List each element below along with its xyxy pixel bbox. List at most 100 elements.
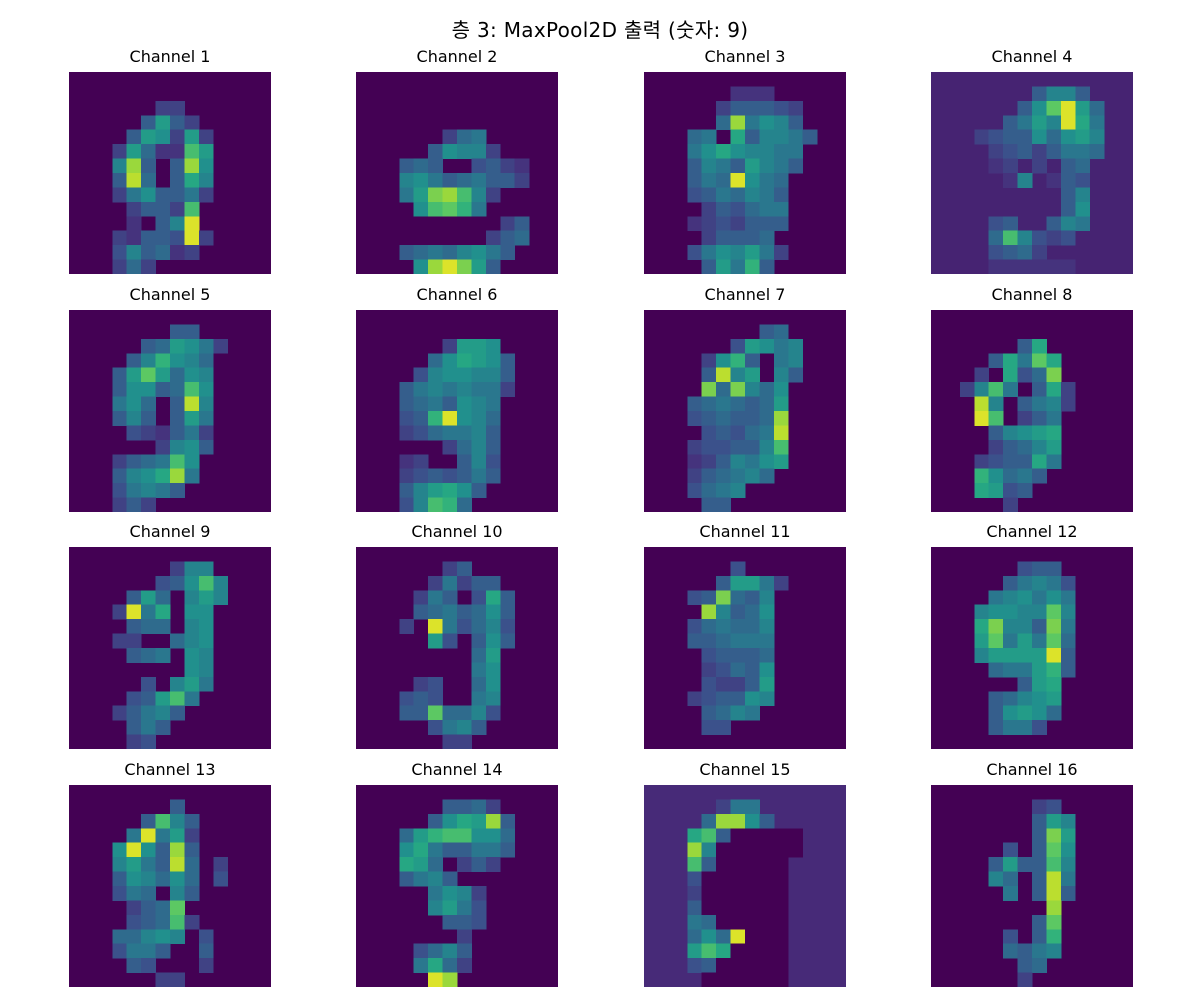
heatmap-cell — [170, 324, 185, 340]
heatmap-cell — [485, 828, 501, 844]
heatmap-cell — [716, 245, 731, 260]
heatmap-cell — [184, 813, 200, 829]
heatmap-cell — [413, 871, 429, 887]
heatmap-cell — [716, 115, 731, 131]
heatmap-cell — [716, 173, 731, 188]
heatmap-cell — [773, 454, 789, 470]
heatmap-cell — [701, 972, 717, 987]
channel-heatmap — [69, 547, 271, 749]
heatmap-cell — [126, 187, 142, 203]
heatmap-cell — [170, 799, 185, 815]
heatmap-cell — [730, 648, 746, 663]
heatmap-cell — [701, 886, 717, 901]
heatmap-cell — [170, 129, 185, 145]
heatmap-cell — [126, 691, 142, 707]
heatmap-cell — [155, 144, 171, 159]
heatmap-cell — [141, 187, 156, 203]
heatmap-cell — [730, 353, 746, 369]
heatmap-cell — [112, 144, 128, 159]
heatmap-cell — [788, 338, 804, 354]
heatmap-cell — [759, 871, 775, 887]
heatmap-cell — [500, 590, 516, 606]
heatmap-cell — [701, 813, 717, 829]
heatmap-cell — [730, 633, 746, 649]
heatmap-cell — [198, 604, 214, 620]
heatmap-cell — [730, 958, 746, 973]
heatmap-cell — [802, 129, 818, 145]
heatmap-cell — [759, 972, 775, 987]
heatmap-cell — [184, 129, 200, 145]
heatmap-cell — [170, 396, 185, 412]
heatmap-cell — [988, 483, 1004, 498]
heatmap-cell — [428, 144, 443, 159]
heatmap-cell — [442, 396, 458, 412]
heatmap-cell — [428, 813, 443, 829]
heatmap-cell — [701, 604, 717, 620]
heatmap-cell — [1003, 943, 1018, 959]
heatmap-cell — [716, 799, 731, 815]
heatmap-cell — [1032, 115, 1047, 131]
heatmap-cell — [428, 396, 443, 412]
heatmap-cell — [1060, 201, 1076, 217]
heatmap-cell — [773, 367, 789, 383]
heatmap-cell — [701, 842, 717, 858]
heatmap-cell — [485, 411, 501, 426]
heatmap-cell — [184, 382, 200, 397]
heatmap-cell — [141, 943, 156, 959]
heatmap-cell — [716, 972, 731, 987]
heatmap-cell — [457, 561, 472, 577]
heatmap-cell — [198, 662, 214, 678]
heatmap-cell — [745, 886, 760, 901]
heatmap-cell — [485, 662, 501, 678]
heatmap-cell — [213, 857, 229, 872]
heatmap-cell — [687, 943, 703, 959]
heatmap-cell — [1060, 187, 1076, 203]
heatmap-cell — [442, 619, 458, 634]
heatmap-cell — [471, 857, 487, 872]
heatmap-cell — [457, 857, 472, 872]
heatmap-cell — [745, 158, 760, 174]
heatmap-cell — [198, 129, 214, 145]
heatmap-cell — [1032, 828, 1047, 844]
heatmap-cell — [126, 411, 142, 426]
heatmap-cell — [759, 158, 775, 174]
heatmap-cell — [730, 100, 746, 116]
heatmap-cell — [184, 619, 200, 634]
heatmap-cell — [974, 468, 990, 484]
heatmap-cell — [759, 324, 775, 340]
heatmap-cell — [471, 411, 487, 426]
heatmap-cell — [773, 914, 789, 930]
heatmap-cell — [155, 468, 171, 484]
heatmap-cell — [170, 633, 185, 649]
heatmap-cell — [155, 972, 171, 987]
heatmap-cell — [745, 662, 760, 678]
heatmap-cell — [1032, 633, 1047, 649]
heatmap-cell — [112, 187, 128, 203]
heatmap-cell — [974, 396, 990, 412]
heatmap-cell — [759, 958, 775, 973]
heatmap-cell — [471, 590, 487, 606]
heatmap-cell — [730, 900, 746, 916]
heatmap-cell — [773, 338, 789, 354]
heatmap-cell — [1046, 115, 1062, 131]
heatmap-cell — [198, 575, 214, 591]
heatmap-cell — [500, 619, 516, 634]
heatmap-cell — [500, 633, 516, 649]
heatmap-cell — [1003, 230, 1018, 246]
heatmap-cell — [1046, 857, 1062, 872]
heatmap-cell — [1060, 230, 1076, 246]
channel-heatmap — [69, 785, 271, 987]
heatmap-cell — [1060, 216, 1076, 232]
heatmap-cell — [184, 425, 200, 441]
heatmap-cell — [141, 411, 156, 426]
heatmap-cell — [701, 439, 717, 455]
heatmap-cell — [141, 813, 156, 829]
heatmap-cell — [126, 705, 142, 721]
heatmap-cell — [126, 230, 142, 246]
heatmap-cell — [759, 439, 775, 455]
heatmap-cell — [112, 886, 128, 901]
heatmap-cell — [184, 662, 200, 678]
heatmap-cell — [413, 367, 429, 383]
heatmap-cell — [126, 943, 142, 959]
heatmap-cell — [701, 396, 717, 412]
